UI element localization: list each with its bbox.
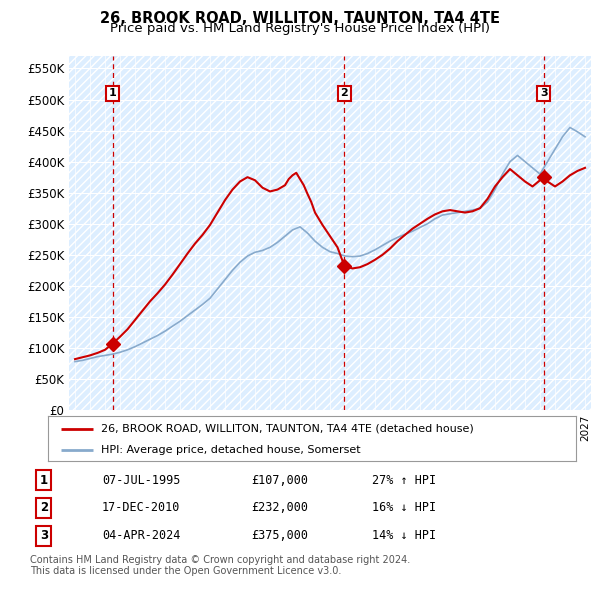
Text: 1: 1 bbox=[40, 474, 48, 487]
Text: 07-JUL-1995: 07-JUL-1995 bbox=[102, 474, 180, 487]
Text: £107,000: £107,000 bbox=[251, 474, 308, 487]
Text: 27% ↑ HPI: 27% ↑ HPI bbox=[372, 474, 436, 487]
Text: 04-APR-2024: 04-APR-2024 bbox=[102, 529, 180, 542]
Text: HPI: Average price, detached house, Somerset: HPI: Average price, detached house, Some… bbox=[101, 445, 361, 455]
Text: 1: 1 bbox=[109, 88, 116, 99]
Text: 26, BROOK ROAD, WILLITON, TAUNTON, TA4 4TE: 26, BROOK ROAD, WILLITON, TAUNTON, TA4 4… bbox=[100, 11, 500, 25]
Text: 26, BROOK ROAD, WILLITON, TAUNTON, TA4 4TE (detached house): 26, BROOK ROAD, WILLITON, TAUNTON, TA4 4… bbox=[101, 424, 473, 434]
Text: 17-DEC-2010: 17-DEC-2010 bbox=[102, 502, 180, 514]
Text: £232,000: £232,000 bbox=[251, 502, 308, 514]
Text: Price paid vs. HM Land Registry's House Price Index (HPI): Price paid vs. HM Land Registry's House … bbox=[110, 22, 490, 35]
Text: Contains HM Land Registry data © Crown copyright and database right 2024.
This d: Contains HM Land Registry data © Crown c… bbox=[30, 555, 410, 576]
Text: 3: 3 bbox=[540, 88, 548, 99]
Text: 3: 3 bbox=[40, 529, 48, 542]
Text: 16% ↓ HPI: 16% ↓ HPI bbox=[372, 502, 436, 514]
Text: 2: 2 bbox=[40, 502, 48, 514]
Text: 14% ↓ HPI: 14% ↓ HPI bbox=[372, 529, 436, 542]
Text: 2: 2 bbox=[341, 88, 348, 99]
Text: £375,000: £375,000 bbox=[251, 529, 308, 542]
